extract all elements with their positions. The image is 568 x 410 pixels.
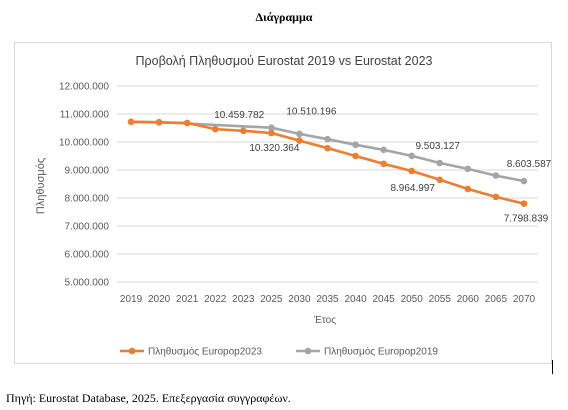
x-tick-label: 2023 (232, 294, 255, 305)
margin-rule (552, 360, 553, 374)
data-point (240, 127, 247, 135)
x-tick-label: 2019 (120, 294, 143, 305)
x-tick-label: 2035 (316, 294, 339, 305)
data-point (408, 167, 416, 175)
legend-marker (304, 347, 312, 355)
data-point (492, 172, 500, 179)
data-point (408, 152, 416, 160)
data-point (520, 177, 528, 185)
y-tick-label: 7.000.000 (65, 222, 110, 233)
chart-area (14, 42, 552, 364)
data-point (520, 200, 528, 207)
y-tick-label: 12.000.000 (59, 82, 109, 93)
data-label: 8.964.997 (390, 183, 435, 194)
series-line (131, 120, 525, 183)
x-tick-label: 2030 (288, 294, 311, 305)
x-tick-label: 2025 (260, 294, 283, 305)
x-tick-label: 2021 (176, 294, 199, 305)
source-note: Πηγή: Eurostat Database, 2025. Επεξεργασ… (6, 391, 291, 405)
series-line (131, 120, 525, 205)
data-label: 8.603.587 (507, 159, 552, 170)
x-tick-label: 2050 (401, 294, 424, 305)
data-label: 7.798.839 (504, 214, 549, 225)
data-point (436, 159, 444, 167)
data-point (380, 160, 387, 168)
y-tick-label: 10.000.000 (59, 138, 109, 149)
y-tick-label: 9.000.000 (65, 166, 110, 177)
y-axis-label: Πληθυσμός (35, 158, 47, 214)
x-tick-label: 2045 (373, 294, 396, 305)
data-point (296, 137, 303, 144)
data-point (268, 124, 275, 132)
y-tick-label: 11.000.000 (60, 110, 110, 121)
data-point (296, 130, 303, 138)
data-point (464, 185, 472, 193)
x-tick-label: 2060 (457, 294, 480, 305)
data-point (464, 165, 472, 173)
data-point (183, 119, 191, 127)
data-label: 10.459.782 (214, 110, 264, 121)
data-point (436, 176, 444, 184)
x-tick-label: 2040 (344, 294, 367, 305)
data-label: 10.510.196 (286, 107, 336, 118)
x-axis-label: Έτος (313, 315, 336, 326)
y-tick-label: 6.000.000 (65, 250, 110, 261)
data-point (127, 118, 135, 126)
y-tick-label: 8.000.000 (65, 194, 110, 205)
data-point (492, 193, 500, 201)
data-point (324, 144, 331, 152)
data-label: 10.320.364 (249, 143, 299, 154)
data-point (324, 135, 331, 143)
y-tick-label: 5.000.000 (65, 278, 110, 289)
page-heading: Διάγραμμα (255, 10, 313, 24)
chart-title: Προβολή Πληθυσμού Eurostat 2019 vs Euros… (136, 54, 433, 68)
x-tick-label: 2070 (513, 294, 536, 305)
data-point (352, 141, 359, 149)
x-tick-label: 2022 (204, 294, 227, 305)
data-point (380, 146, 387, 154)
x-tick-label: 2065 (485, 294, 508, 305)
legend-label: Πληθυσμός Europop2019 (324, 346, 438, 358)
x-tick-label: 2020 (148, 294, 171, 305)
legend-marker (128, 347, 136, 355)
data-point (155, 119, 163, 126)
data-point (268, 129, 275, 137)
x-tick-label: 2055 (429, 294, 452, 305)
data-point (211, 125, 219, 133)
data-point (352, 152, 359, 160)
data-label: 9.503.127 (415, 141, 460, 152)
legend-label: Πληθυσμός Europop2023 (148, 346, 262, 358)
